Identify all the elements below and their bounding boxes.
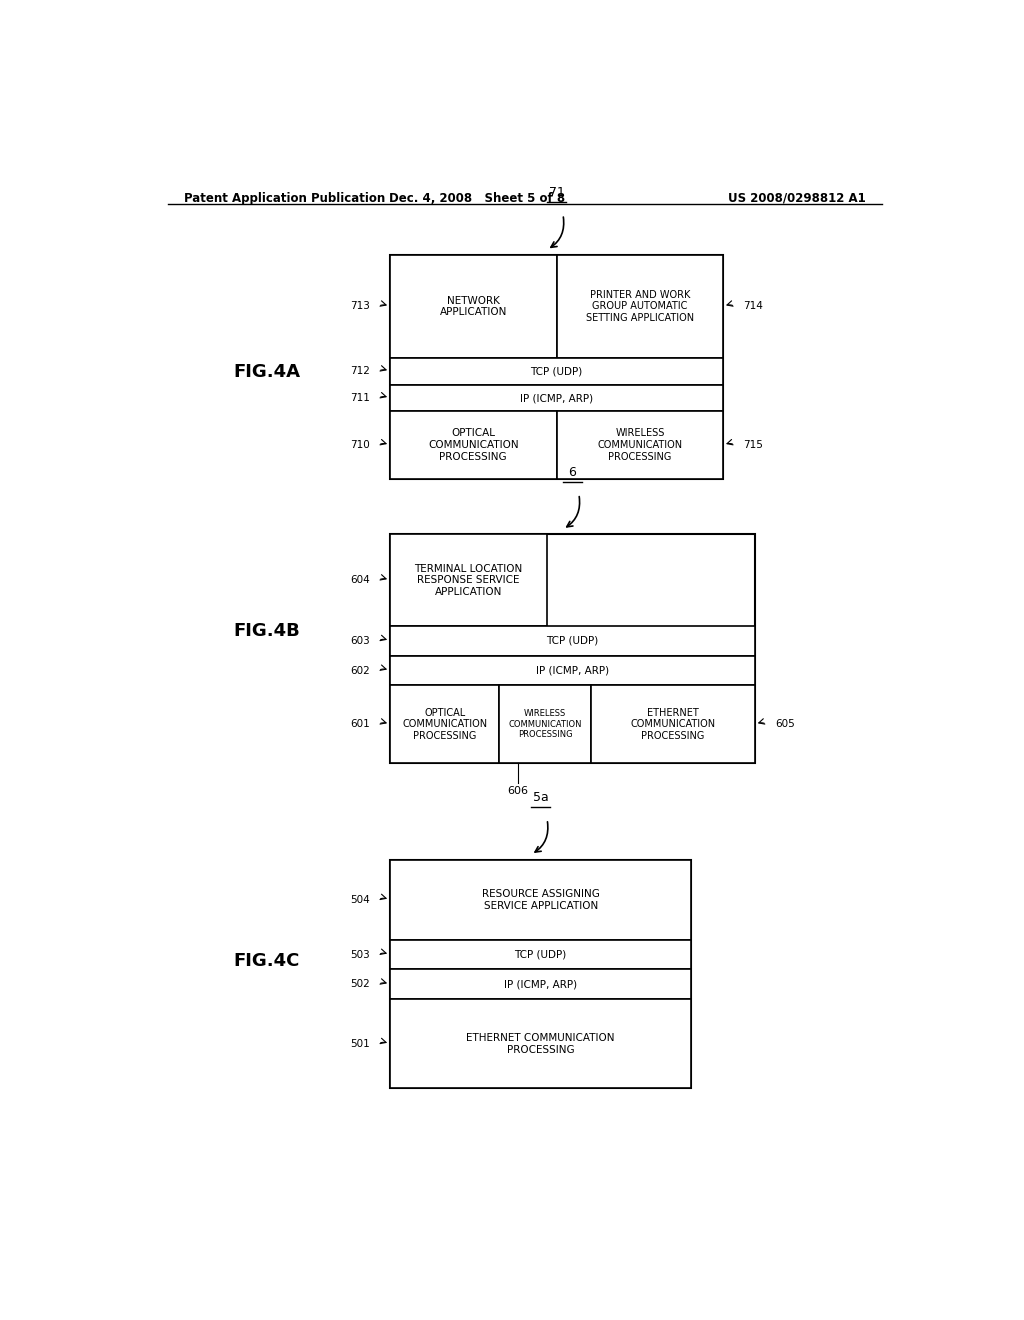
Text: ETHERNET COMMUNICATION
PROCESSING: ETHERNET COMMUNICATION PROCESSING xyxy=(466,1034,615,1055)
Text: 502: 502 xyxy=(350,979,370,990)
Text: OPTICAL
COMMUNICATION
PROCESSING: OPTICAL COMMUNICATION PROCESSING xyxy=(402,708,487,741)
Bar xyxy=(390,940,691,969)
Text: WIRELESS
COMMUNICATION
PROCESSING: WIRELESS COMMUNICATION PROCESSING xyxy=(508,709,582,739)
Text: 605: 605 xyxy=(775,719,795,729)
Text: 501: 501 xyxy=(350,1039,370,1049)
Text: 601: 601 xyxy=(350,719,370,729)
Text: TERMINAL LOCATION
RESPONSE SERVICE
APPLICATION: TERMINAL LOCATION RESPONSE SERVICE APPLI… xyxy=(415,564,522,597)
Bar xyxy=(390,358,723,384)
Text: RESOURCE ASSIGNING
SERVICE APPLICATION: RESOURCE ASSIGNING SERVICE APPLICATION xyxy=(481,888,600,911)
Bar xyxy=(390,384,723,412)
Text: ETHERNET
COMMUNICATION
PROCESSING: ETHERNET COMMUNICATION PROCESSING xyxy=(630,708,716,741)
Text: TCP (UDP): TCP (UDP) xyxy=(530,366,583,376)
Text: 71: 71 xyxy=(549,186,564,199)
Text: 711: 711 xyxy=(350,393,370,403)
Bar xyxy=(390,969,691,999)
Text: OPTICAL
COMMUNICATION
PROCESSING: OPTICAL COMMUNICATION PROCESSING xyxy=(428,429,518,462)
Text: 712: 712 xyxy=(350,366,370,376)
Text: PRINTER AND WORK
GROUP AUTOMATIC
SETTING APPLICATION: PRINTER AND WORK GROUP AUTOMATIC SETTING… xyxy=(586,290,694,323)
Bar xyxy=(390,255,557,358)
Bar xyxy=(557,255,723,358)
Text: Dec. 4, 2008   Sheet 5 of 8: Dec. 4, 2008 Sheet 5 of 8 xyxy=(389,191,565,205)
Bar xyxy=(390,535,547,626)
Text: Patent Application Publication: Patent Application Publication xyxy=(183,191,385,205)
Text: 604: 604 xyxy=(350,576,370,585)
Text: 5a: 5a xyxy=(532,791,549,804)
Text: 602: 602 xyxy=(350,665,370,676)
Bar xyxy=(390,685,500,763)
Text: 603: 603 xyxy=(350,636,370,645)
Bar xyxy=(500,685,591,763)
Text: US 2008/0298812 A1: US 2008/0298812 A1 xyxy=(728,191,866,205)
Text: 606: 606 xyxy=(507,785,528,796)
Bar xyxy=(390,999,691,1089)
Text: FIG.4A: FIG.4A xyxy=(233,363,300,381)
Text: IP (ICMP, ARP): IP (ICMP, ARP) xyxy=(520,393,593,403)
Text: TCP (UDP): TCP (UDP) xyxy=(514,949,567,960)
Text: 503: 503 xyxy=(350,949,370,960)
Bar xyxy=(390,656,755,685)
Text: WIRELESS
COMMUNICATION
PROCESSING: WIRELESS COMMUNICATION PROCESSING xyxy=(597,429,682,462)
Text: FIG.4B: FIG.4B xyxy=(233,622,300,640)
Text: IP (ICMP, ARP): IP (ICMP, ARP) xyxy=(536,665,609,676)
Text: 714: 714 xyxy=(743,301,763,312)
Text: 504: 504 xyxy=(350,895,370,904)
Bar xyxy=(390,412,557,479)
Bar xyxy=(557,412,723,479)
Bar xyxy=(390,535,755,763)
Bar xyxy=(390,255,723,479)
Bar xyxy=(390,859,691,1089)
Bar xyxy=(390,859,691,940)
Text: 715: 715 xyxy=(743,440,763,450)
Text: TCP (UDP): TCP (UDP) xyxy=(546,636,599,645)
Text: 710: 710 xyxy=(350,440,370,450)
Text: NETWORK
APPLICATION: NETWORK APPLICATION xyxy=(439,296,507,317)
Bar xyxy=(390,626,755,656)
Bar xyxy=(591,685,755,763)
Text: FIG.4C: FIG.4C xyxy=(233,952,300,970)
Text: 6: 6 xyxy=(568,466,577,479)
Text: 713: 713 xyxy=(350,301,370,312)
Text: IP (ICMP, ARP): IP (ICMP, ARP) xyxy=(504,979,578,990)
